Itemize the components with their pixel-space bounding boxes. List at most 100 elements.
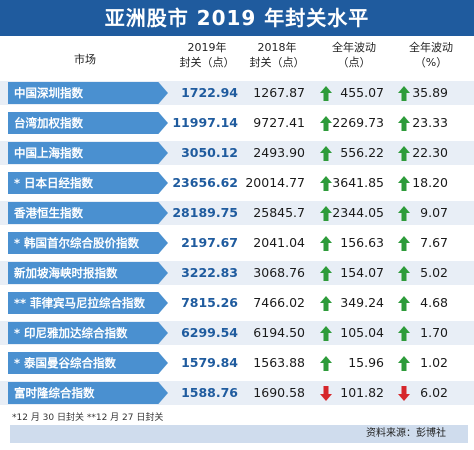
market-label: 中国深圳指数 <box>8 82 168 104</box>
market-label: 台湾加权指数 <box>8 112 168 134</box>
change-points-value: 15.96 <box>348 355 384 370</box>
market-label: 新加坡海峡时报指数 <box>8 262 168 284</box>
table-row: * 日本日经指数 23656.62 20014.77 3641.85 18.20 <box>0 171 474 195</box>
close-2018-value: 7466.02 <box>253 295 305 310</box>
change-points-value: 455.07 <box>340 85 384 100</box>
header-market: 市场 <box>74 53 96 66</box>
header-close-2018: 2018年 封关（点） <box>242 40 312 80</box>
close-2018-value: 1267.87 <box>253 85 305 100</box>
header-close-2019: 2019年 封关（点） <box>172 40 242 80</box>
table-row: * 韩国首尔综合股价指数 2197.67 2041.04 156.63 7.67 <box>0 231 474 255</box>
arrow-up-icon <box>320 356 332 371</box>
arrow-up-icon <box>398 116 410 131</box>
close-2019-value: 1579.84 <box>181 355 238 370</box>
close-2018-value: 3068.76 <box>253 265 305 280</box>
change-points-value: 101.82 <box>340 385 384 400</box>
close-2018-value: 6194.50 <box>253 325 305 340</box>
arrow-up-icon <box>320 326 332 341</box>
market-label: * 印尼雅加达综合指数 <box>8 322 168 344</box>
close-2018-value: 1563.88 <box>253 355 305 370</box>
change-percent-value: 23.33 <box>412 115 448 130</box>
table-row: 台湾加权指数 11997.14 9727.41 2269.73 23.33 <box>0 111 474 135</box>
close-2019-value: 6299.54 <box>181 325 238 340</box>
close-2018-value: 9727.41 <box>253 115 305 130</box>
arrow-down-icon <box>398 386 410 401</box>
arrow-up-icon <box>320 296 332 311</box>
source-text: 资料来源：彭博社 <box>366 428 446 439</box>
change-points-value: 349.24 <box>340 295 384 310</box>
header-change-pct-line2: （%） <box>414 56 448 69</box>
arrow-up-icon <box>320 206 332 221</box>
market-label: * 泰国曼谷综合指数 <box>8 352 168 374</box>
table-row: 中国上海指数 3050.12 2493.90 556.22 22.30 <box>0 141 474 165</box>
header-change-pts-line2: （点） <box>337 56 371 69</box>
table-row: 富时隆综合指数 1588.76 1690.58 101.82 6.02 <box>0 381 474 405</box>
market-label: * 日本日经指数 <box>8 172 168 194</box>
arrow-up-icon <box>398 296 410 311</box>
change-percent-value: 5.02 <box>420 265 448 280</box>
change-percent-value: 18.20 <box>412 175 448 190</box>
close-2019-value: 3050.12 <box>181 145 238 160</box>
change-percent-value: 7.67 <box>420 235 448 250</box>
table-row: * 印尼雅加达综合指数 6299.54 6194.50 105.04 1.70 <box>0 321 474 345</box>
close-2019-value: 23656.62 <box>172 175 238 190</box>
change-percent-value: 6.02 <box>420 385 448 400</box>
arrow-up-icon <box>320 266 332 281</box>
header-close-2019-line2: 封关（点） <box>179 56 235 69</box>
arrow-up-icon <box>398 326 410 341</box>
source-bar <box>10 425 468 443</box>
table-row: 新加坡海峡时报指数 3222.83 3068.76 154.07 5.02 <box>0 261 474 285</box>
table-row: ** 菲律宾马尼拉综合指数 7815.26 7466.02 349.24 4.68 <box>0 291 474 315</box>
close-2019-value: 28189.75 <box>172 205 238 220</box>
arrow-up-icon <box>398 206 410 221</box>
change-percent-value: 1.02 <box>420 355 448 370</box>
chart-title: 亚洲股市 2019 年封关水平 <box>0 0 474 36</box>
close-2018-value: 25845.7 <box>253 205 305 220</box>
close-2018-value: 2493.90 <box>253 145 305 160</box>
change-points-value: 2269.73 <box>332 115 384 130</box>
header-change-pct-line1: 全年波动 <box>409 41 453 54</box>
header-change-pts-line1: 全年波动 <box>332 41 376 54</box>
change-percent-value: 1.70 <box>420 325 448 340</box>
header-change-pts: 全年波动 （点） <box>318 40 390 80</box>
arrow-up-icon <box>320 176 332 191</box>
arrow-up-icon <box>398 266 410 281</box>
header-close-2018-line1: 2018年 <box>257 41 297 54</box>
table-row: 香港恒生指数 28189.75 25845.7 2344.05 9.07 <box>0 201 474 225</box>
market-label: 富时隆综合指数 <box>8 382 168 404</box>
arrow-down-icon <box>320 386 332 401</box>
header-change-pct: 全年波动 （%） <box>395 40 467 80</box>
arrow-up-icon <box>398 236 410 251</box>
market-label: 中国上海指数 <box>8 142 168 164</box>
close-2019-value: 11997.14 <box>172 115 238 130</box>
market-label: 香港恒生指数 <box>8 202 168 224</box>
arrow-up-icon <box>320 236 332 251</box>
close-2018-value: 1690.58 <box>253 385 305 400</box>
close-2019-value: 7815.26 <box>181 295 238 310</box>
close-2018-value: 20014.77 <box>245 175 305 190</box>
arrow-up-icon <box>398 176 410 191</box>
change-points-value: 2344.05 <box>332 205 384 220</box>
header-close-2018-line2: 封关（点） <box>249 56 305 69</box>
market-label: * 韩国首尔综合股价指数 <box>8 232 168 254</box>
change-points-value: 154.07 <box>340 265 384 280</box>
close-2019-value: 1722.94 <box>181 85 238 100</box>
arrow-up-icon <box>398 86 410 101</box>
change-points-value: 156.63 <box>340 235 384 250</box>
arrow-up-icon <box>398 356 410 371</box>
close-2018-value: 2041.04 <box>253 235 305 250</box>
change-percent-value: 9.07 <box>420 205 448 220</box>
table-row: 中国深圳指数 1722.94 1267.87 455.07 35.89 <box>0 81 474 105</box>
arrow-up-icon <box>320 116 332 131</box>
change-percent-value: 22.30 <box>412 145 448 160</box>
change-points-value: 556.22 <box>340 145 384 160</box>
change-percent-value: 35.89 <box>412 85 448 100</box>
change-points-value: 3641.85 <box>332 175 384 190</box>
arrow-up-icon <box>398 146 410 161</box>
footnote: *12 月 30 日封关 **12 月 27 日封关 <box>12 413 164 423</box>
close-2019-value: 1588.76 <box>181 385 238 400</box>
arrow-up-icon <box>320 146 332 161</box>
close-2019-value: 3222.83 <box>181 265 238 280</box>
table-row: * 泰国曼谷综合指数 1579.84 1563.88 15.96 1.02 <box>0 351 474 375</box>
header-close-2019-line1: 2019年 <box>187 41 227 54</box>
